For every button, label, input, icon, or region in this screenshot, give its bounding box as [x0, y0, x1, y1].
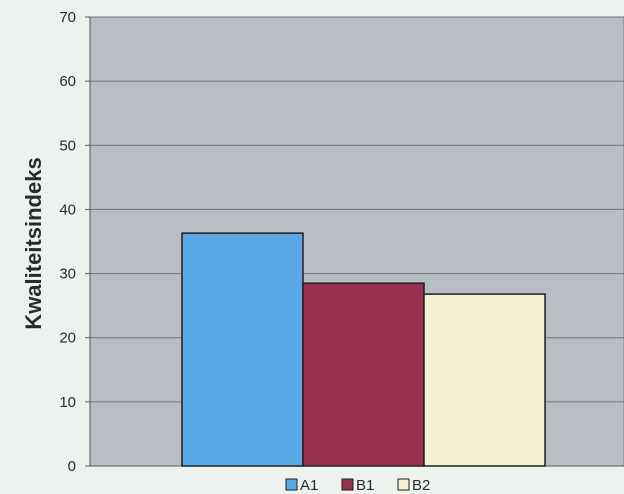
legend-swatch-b2 — [397, 478, 410, 491]
legend-label-b1: B1 — [356, 477, 374, 494]
legend-swatch-b1 — [341, 478, 354, 491]
y-tick-label: 70 — [59, 9, 76, 26]
y-tick-label: 30 — [59, 266, 76, 283]
bars — [181, 232, 546, 467]
y-tick-label: 40 — [59, 201, 76, 218]
bar-a1 — [181, 232, 304, 467]
bar-b2 — [423, 293, 546, 467]
legend-label-b2: B2 — [412, 477, 430, 494]
y-axis-label: Kwaliteitsindeks — [21, 157, 46, 329]
y-tick-label: 10 — [59, 394, 76, 411]
bar-b1 — [302, 282, 425, 467]
legend-label-a1: A1 — [300, 477, 318, 494]
y-tick-label: 20 — [59, 330, 76, 347]
y-tick-label: 60 — [59, 73, 76, 90]
y-tick-label: 50 — [59, 137, 76, 154]
legend: A1 B1 B2 — [285, 477, 430, 494]
legend-swatch-a1 — [285, 478, 298, 491]
y-tick-label: 0 — [68, 458, 76, 475]
